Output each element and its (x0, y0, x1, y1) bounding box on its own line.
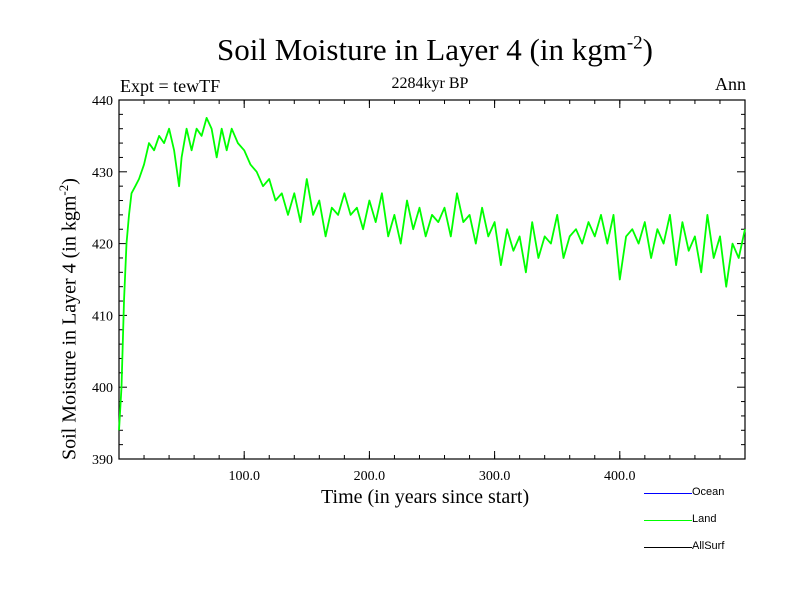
legend-line-allsurf (644, 547, 692, 548)
y-tick-label: 410 (92, 309, 113, 324)
x-tick-label: 400.0 (604, 469, 636, 484)
legend-item-land: Land (644, 513, 764, 529)
experiment-label: Expt = tewTF (120, 76, 221, 96)
legend-line-land (644, 520, 692, 521)
y-tick-label: 400 (92, 381, 113, 396)
legend-label-allsurf: AllSurf (692, 540, 725, 552)
plot-frame (118, 99, 746, 460)
y-tick-label: 390 (92, 453, 113, 468)
legend-item-ocean: Ocean (644, 486, 764, 502)
x-tick-label: 100.0 (228, 469, 260, 484)
season-label: Ann (715, 74, 746, 94)
legend-label-ocean: Ocean (692, 486, 725, 498)
y-tick-label: 420 (92, 238, 113, 253)
y-tick-label: 440 (92, 94, 113, 109)
series-line-land (118, 117, 746, 431)
y-tick-label: 430 (92, 166, 113, 181)
x-tick-label: 200.0 (354, 469, 386, 484)
legend-label-land: Land (692, 513, 717, 525)
chart-subtitle: 2284kyr BP (391, 75, 469, 92)
legend-line-ocean (644, 493, 692, 494)
x-tick-label: 300.0 (479, 469, 511, 484)
chart-title: Soil Moisture in Layer 4 (in kgm-2) (217, 32, 653, 67)
y-axis-label: Soil Moisture in Layer 4 (in kgm-2) (56, 178, 81, 460)
x-axis-label: Time (in years since start) (321, 486, 530, 508)
legend-item-allsurf: AllSurf (644, 540, 764, 556)
